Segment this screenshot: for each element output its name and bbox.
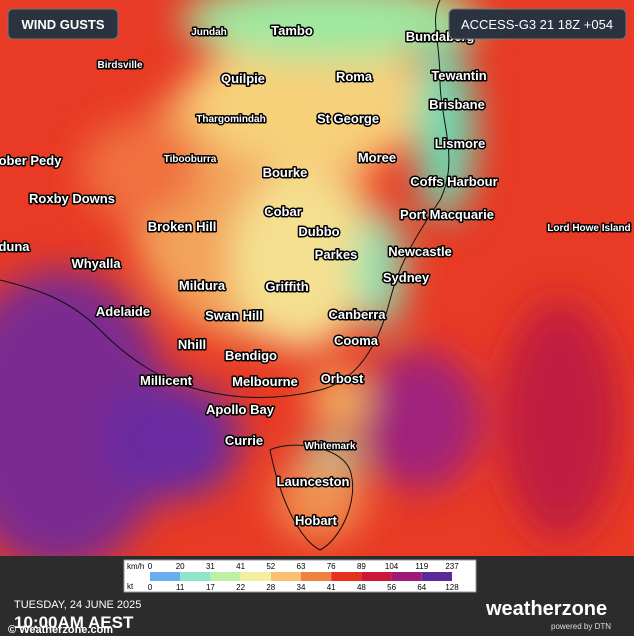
model-badge: ACCESS-G3 21 18Z +054: [448, 8, 627, 40]
place-label: Whitemark: [304, 441, 356, 452]
place-label: Parkes: [315, 247, 358, 262]
legend-kt-value: 11: [176, 583, 185, 592]
place-label: Bendigo: [225, 348, 277, 363]
brand: weatherzone: [485, 598, 607, 620]
place-label: Broken Hill: [148, 219, 217, 234]
powered-by: powered by DTN: [551, 622, 611, 631]
place-label: Melbourne: [232, 374, 298, 389]
place-label: Orbost: [321, 371, 364, 386]
place-label: Lismore: [435, 136, 486, 151]
place-label: Thargomindah: [196, 114, 265, 125]
place-label: Brisbane: [429, 97, 485, 112]
legend-kmh-value: 63: [297, 562, 306, 571]
place-label: Adelaide: [96, 304, 150, 319]
place-label: Roxby Downs: [29, 191, 115, 206]
legend-kmh-value: 104: [385, 562, 399, 571]
place-label: Cooma: [334, 333, 379, 348]
date: TUESDAY, 24 JUNE 2025: [14, 599, 141, 611]
legend-swatch: [361, 572, 392, 581]
legend-kt-label: kt: [127, 582, 134, 591]
time: 10:00AM AEST: [14, 613, 134, 632]
legend-swatch: [240, 572, 271, 581]
place-label: Newcastle: [388, 244, 452, 259]
legend-kmh-value: 41: [236, 562, 245, 571]
legend-kmh-value: 52: [266, 562, 275, 571]
legend-kmh-value: 89: [357, 562, 366, 571]
place-label: Swan Hill: [205, 308, 263, 323]
legend-kt-value: 41: [327, 583, 336, 592]
legend-swatch: [331, 572, 362, 581]
legend-kt-value: 22: [236, 583, 245, 592]
model-label: ACCESS-G3 21 18Z +054: [461, 17, 613, 32]
place-label: Coffs Harbour: [410, 174, 497, 189]
legend-kmh-value: 31: [206, 562, 215, 571]
place-label: Jundah: [191, 27, 227, 38]
legend-kt-value: 128: [445, 583, 459, 592]
place-label: Birdsville: [97, 60, 142, 71]
legend-kt-value: 48: [357, 583, 366, 592]
place-label: Whyalla: [71, 256, 121, 271]
legend-swatch: [421, 572, 452, 581]
place-label: Lord Howe Island: [547, 223, 630, 234]
place-label: Griffith: [265, 279, 308, 294]
place-label: Nhill: [178, 337, 206, 352]
legend-kt-value: 28: [266, 583, 275, 592]
place-label: Sydney: [383, 270, 430, 285]
place-label: Tewantin: [431, 68, 486, 83]
place-label: Tibooburra: [164, 154, 217, 165]
place-label: Dubbo: [298, 224, 339, 239]
legend-kmh-value: 119: [415, 562, 428, 571]
place-label: Apollo Bay: [206, 402, 275, 417]
legend-swatch: [391, 572, 422, 581]
legend-kmh-value: 20: [176, 562, 185, 571]
legend-swatch: [301, 572, 332, 581]
place-label: Launceston: [277, 474, 350, 489]
place-label: Millicent: [140, 373, 193, 388]
legend: km/h kt 0 0 20 11 31 17 41 22 52 28 63 34 76 41 89 48 10…: [123, 559, 477, 593]
place-label: ober Pedy: [0, 153, 62, 168]
place-label: Roma: [336, 69, 373, 84]
legend-swatch: [150, 572, 181, 581]
place-label: Port Macquarie: [400, 207, 494, 222]
place-label: Hobart: [295, 513, 338, 528]
place-label: Canberra: [328, 307, 386, 322]
legend-kmh-value: 76: [327, 562, 336, 571]
place-label: duna: [0, 239, 30, 254]
legend-kt-value: 17: [206, 583, 215, 592]
legend-kmh-label: km/h: [127, 562, 144, 571]
place-label: Cobar: [264, 204, 302, 219]
title-badge: WIND GUSTS: [7, 8, 119, 40]
legend-kt-value: 56: [387, 583, 396, 592]
website: © Weatherzone.com: [8, 624, 113, 636]
legend-swatch: [210, 572, 241, 581]
legend-kmh-value: 0: [148, 562, 153, 571]
place-label: Mildura: [179, 278, 226, 293]
legend-kt-value: 0: [148, 583, 153, 592]
legend-swatch: [270, 572, 301, 581]
place-label: Moree: [358, 150, 396, 165]
title: WIND GUSTS: [21, 17, 104, 32]
place-label: Tambo: [271, 23, 313, 38]
legend-swatch: [180, 572, 211, 581]
legend-kt-value: 34: [297, 583, 306, 592]
place-label: St George: [317, 111, 379, 126]
legend-kmh-value: 237: [445, 562, 459, 571]
place-label: Currie: [225, 433, 263, 448]
legend-kt-value: 64: [417, 583, 426, 592]
place-label: Quilpie: [221, 71, 265, 86]
place-label: Bourke: [263, 165, 308, 180]
map-background: [0, 0, 634, 570]
